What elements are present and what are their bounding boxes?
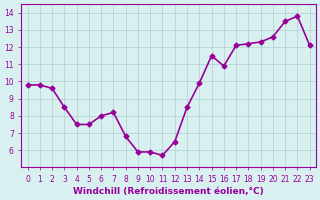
X-axis label: Windchill (Refroidissement éolien,°C): Windchill (Refroidissement éolien,°C) (73, 187, 264, 196)
